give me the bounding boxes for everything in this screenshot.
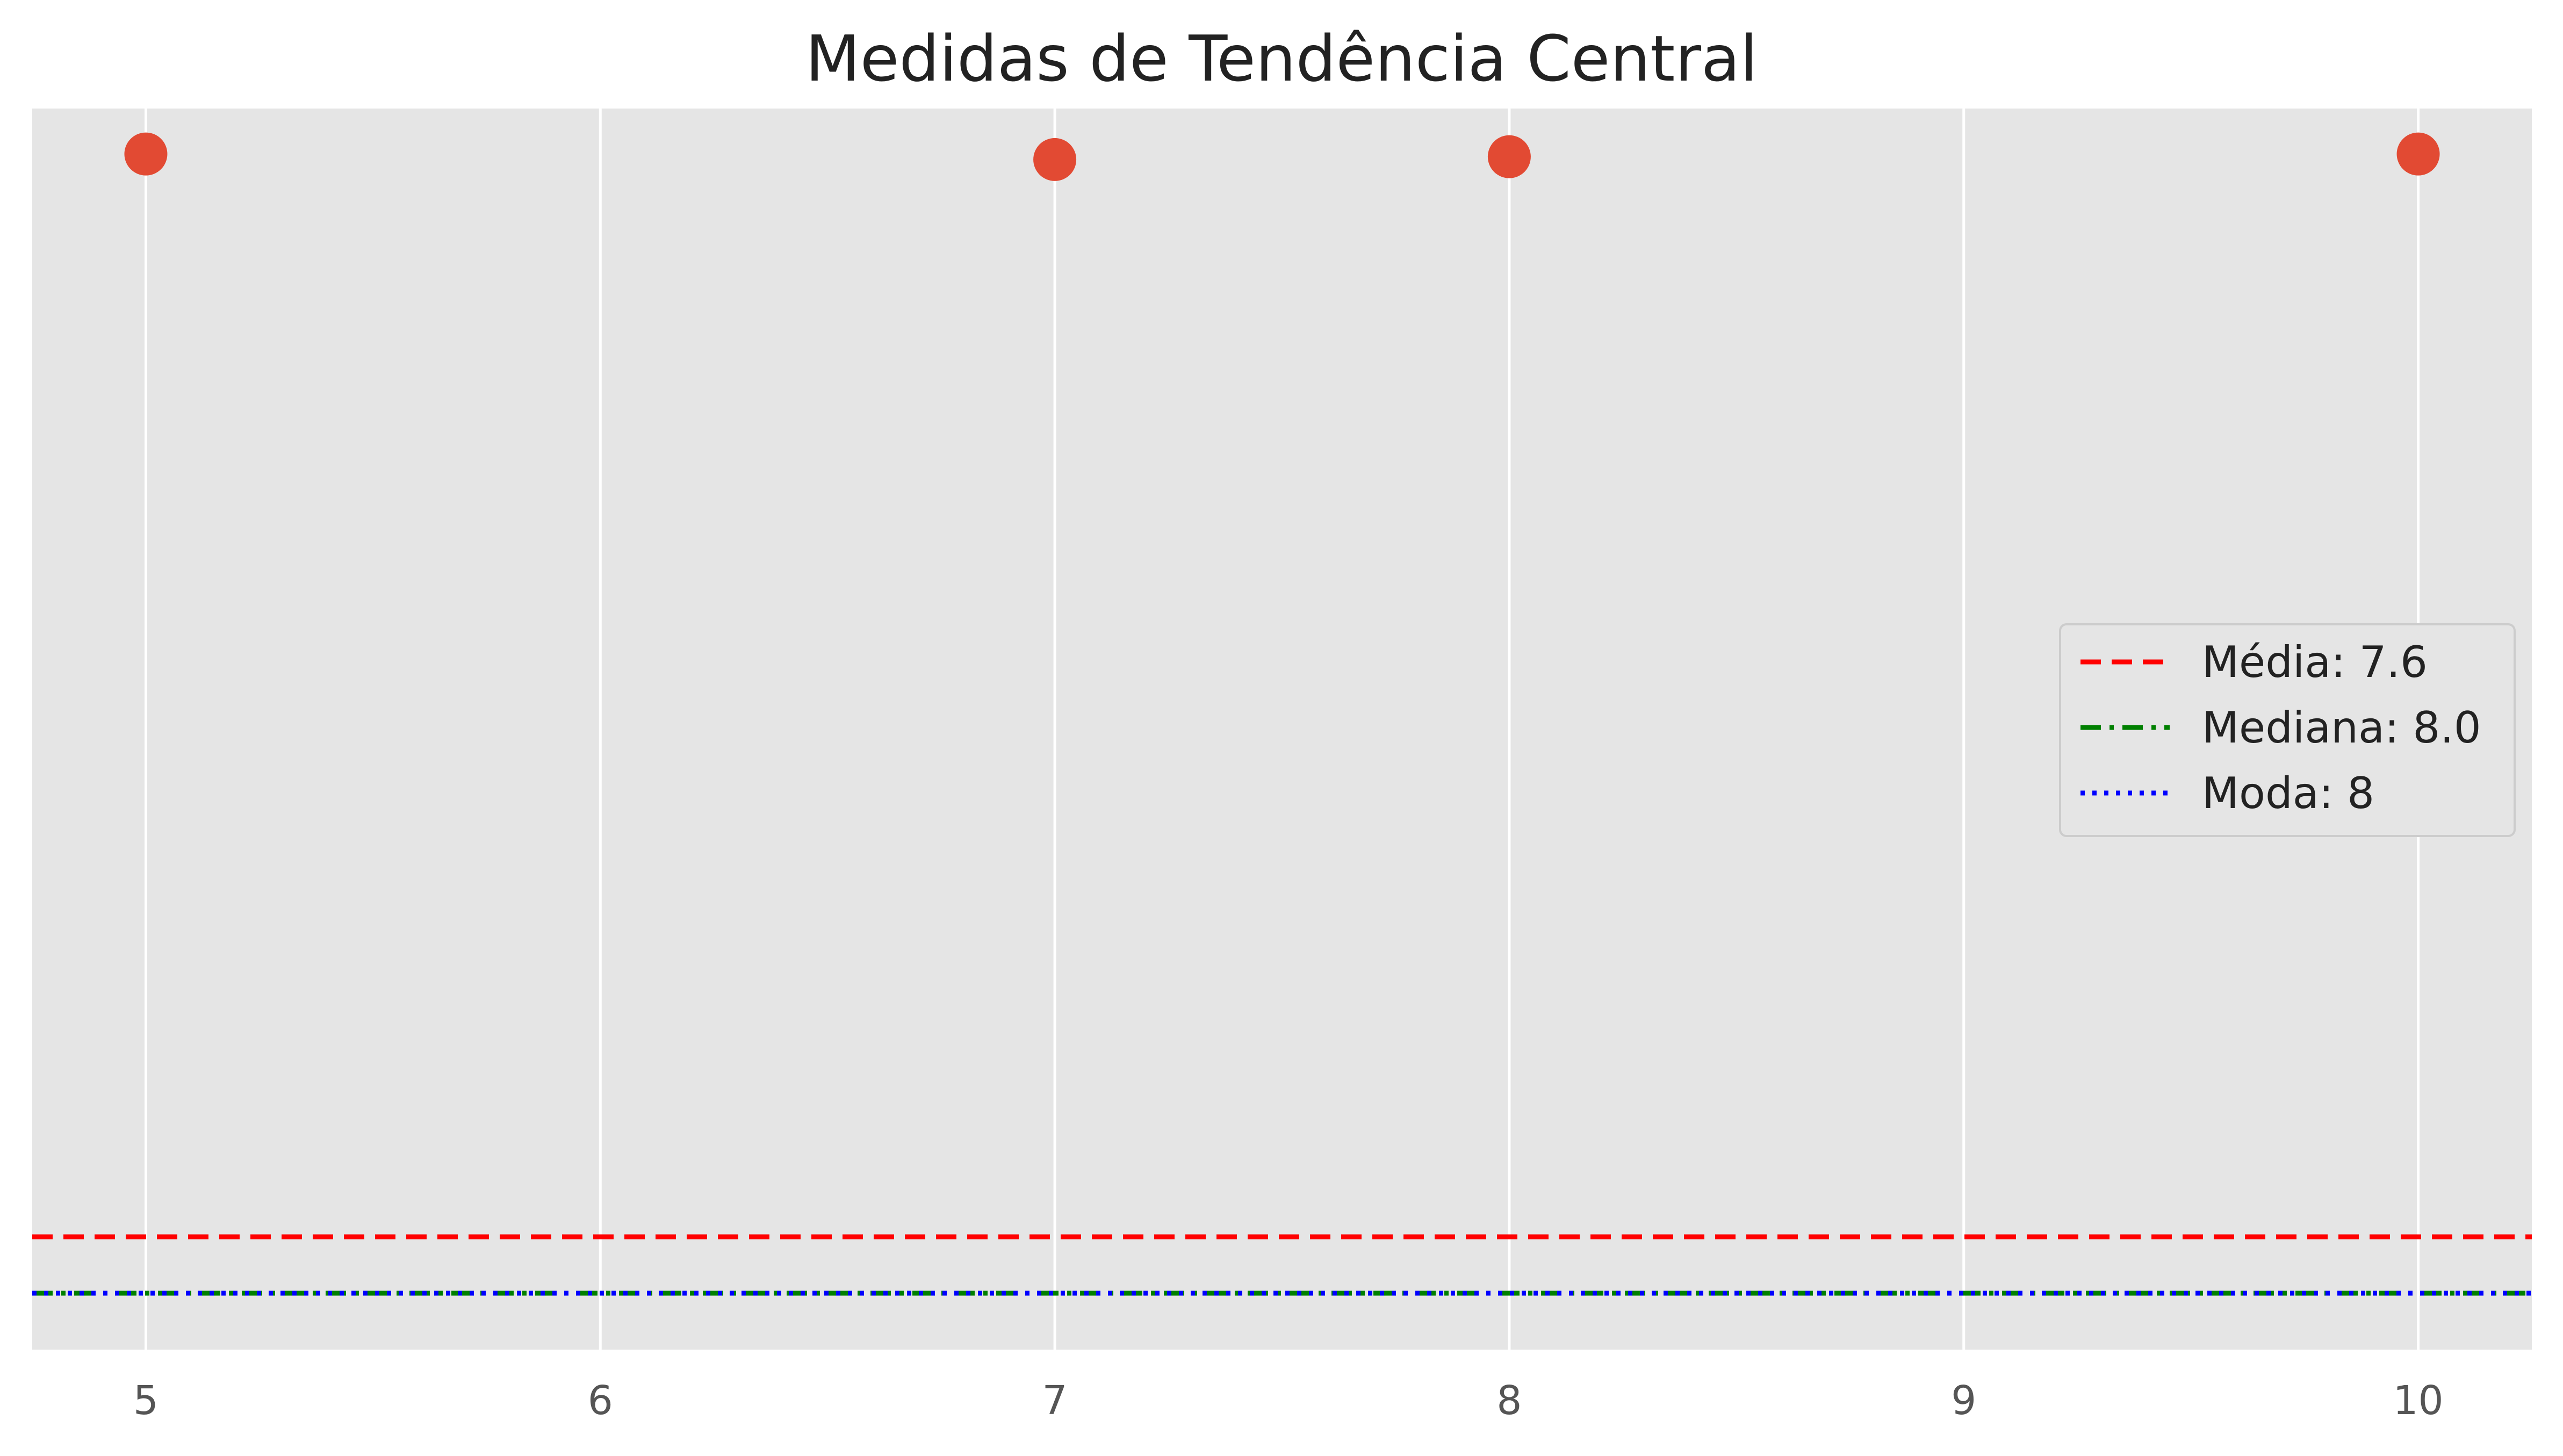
legend-box <box>2059 623 2516 837</box>
data-point-7 <box>1033 138 1077 181</box>
reference-lines <box>32 1234 2532 1296</box>
legend-label-dashed: Média: 7.6 <box>2202 637 2428 687</box>
x-tick-label-9: 9 <box>1951 1378 1976 1424</box>
x-tick-label-7: 7 <box>1042 1378 1068 1424</box>
chart-title: Medidas de Tendência Central <box>805 21 1758 96</box>
x-tick-label-8: 8 <box>1496 1378 1522 1424</box>
x-tick-label-5: 5 <box>133 1378 159 1424</box>
data-point-10 <box>2396 132 2440 176</box>
data-points <box>124 132 2440 181</box>
x-axis-ticks: 5 6 7 8 9 10 <box>133 1378 2444 1424</box>
legend: Média: 7.6 Mediana: 8.0 Moda: 8 <box>2059 623 2516 837</box>
x-tick-label-6: 6 <box>588 1378 613 1424</box>
x-tick-label-10: 10 <box>2393 1378 2443 1424</box>
data-point-8 <box>1487 135 1531 178</box>
legend-label-dotted: Moda: 8 <box>2202 768 2374 818</box>
data-point-5 <box>124 132 168 176</box>
legend-label-dashdot: Mediana: 8.0 <box>2202 703 2481 753</box>
